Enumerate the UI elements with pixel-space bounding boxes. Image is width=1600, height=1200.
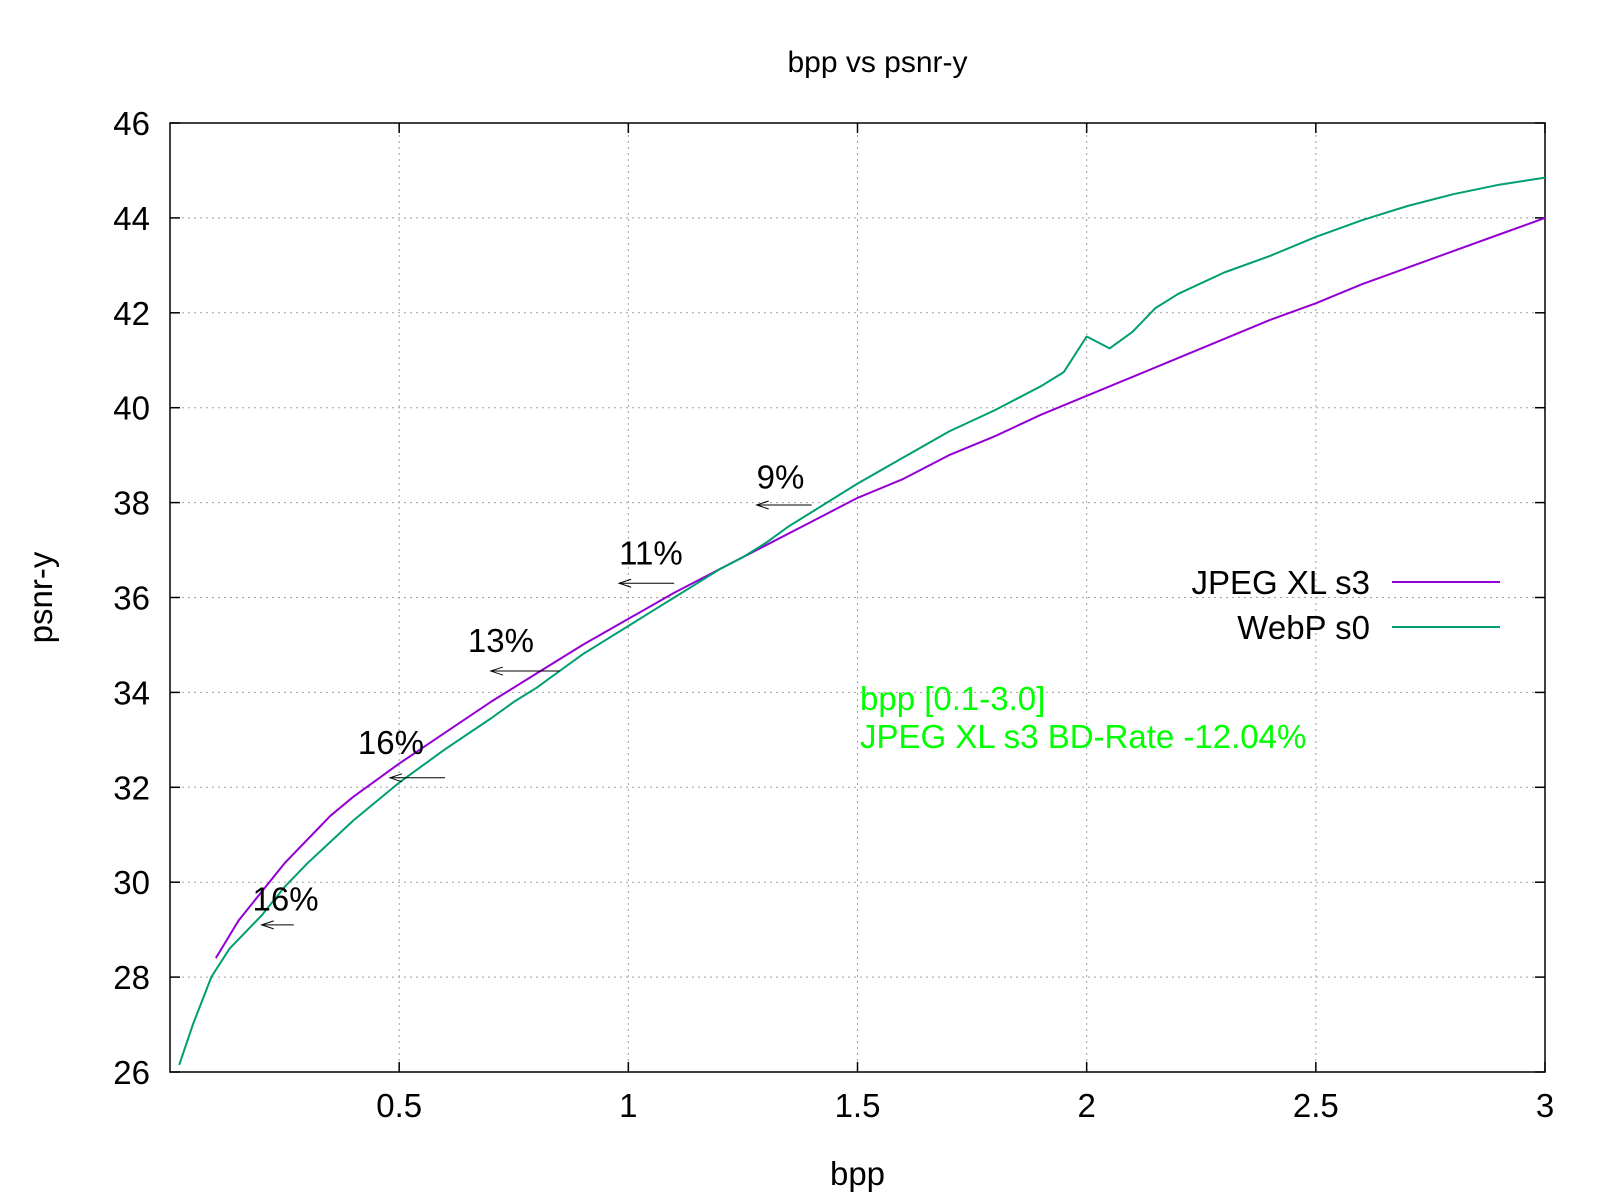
y-tick-label: 28 [113,959,150,996]
x-tick-label: 0.5 [376,1087,422,1124]
annotation-label: 13% [468,622,534,659]
legend-label: JPEG XL s3 [1191,564,1370,601]
y-tick-label: 42 [113,295,150,332]
info-text: bpp [0.1-3.0] [860,680,1045,717]
y-tick-label: 44 [113,200,150,237]
series-line-jpeg-xl-s3 [214,216,1546,959]
x-tick-label: 1.5 [835,1087,881,1124]
annotation-label: 16% [253,881,319,918]
y-tick-label: 40 [113,390,150,427]
y-tick-label: 38 [113,485,150,522]
annotation-arrowhead [755,500,769,510]
x-tick-label: 3 [1536,1087,1554,1124]
y-tick-label: 46 [113,105,150,142]
x-axis-label: bpp [830,1155,885,1192]
annotation-arrowhead [260,920,274,930]
annotation-label: 16% [358,724,424,761]
x-tick-label: 2.5 [1293,1087,1339,1124]
annotation-label: 9% [757,458,805,495]
annotation-label: 11% [619,534,683,571]
y-tick-label: 26 [113,1054,150,1091]
series-line-webp-s0 [178,176,1546,1066]
chart-title: bpp vs psnr-y [787,46,967,79]
y-tick-label: 30 [113,864,150,901]
legend-label: WebP s0 [1237,609,1370,646]
x-tick-label: 2 [1077,1087,1095,1124]
y-axis-label: psnr-y [22,551,59,643]
y-tick-label: 34 [113,674,150,711]
y-tick-label: 36 [113,580,150,617]
annotation-arrowhead [489,666,503,676]
y-tick-label: 32 [113,769,150,806]
annotation-arrowhead [388,773,403,783]
info-text: JPEG XL s3 BD-Rate -12.04% [860,718,1306,755]
x-tick-label: 1 [619,1087,637,1124]
annotation-arrowhead [617,578,632,588]
